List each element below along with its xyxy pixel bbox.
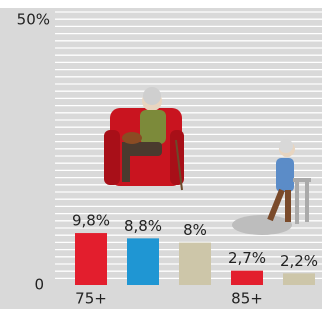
value-label: 2,7% bbox=[228, 249, 266, 267]
x-tick-label: 75+ bbox=[75, 290, 107, 308]
x-tick-label: 85+ bbox=[231, 290, 263, 308]
value-label: 8% bbox=[183, 221, 207, 239]
value-label: 2,2% bbox=[280, 252, 318, 270]
bar bbox=[179, 243, 211, 285]
chart: 0 50% 75+ 9,8% 8,8% 8% 85+ 2,7% 2,2% bbox=[0, 0, 322, 309]
value-label: 8,8% bbox=[124, 217, 162, 235]
y-tick-label: 0 bbox=[34, 276, 44, 294]
y-tick-label: 50% bbox=[17, 11, 50, 29]
value-label: 9,8% bbox=[72, 212, 110, 230]
bar bbox=[75, 233, 107, 285]
top-edge bbox=[0, 0, 322, 8]
bar bbox=[283, 273, 315, 285]
page: {"chart_data": {"type": "bar", "categori… bbox=[0, 0, 322, 309]
bar bbox=[231, 271, 263, 285]
bar bbox=[127, 238, 159, 285]
